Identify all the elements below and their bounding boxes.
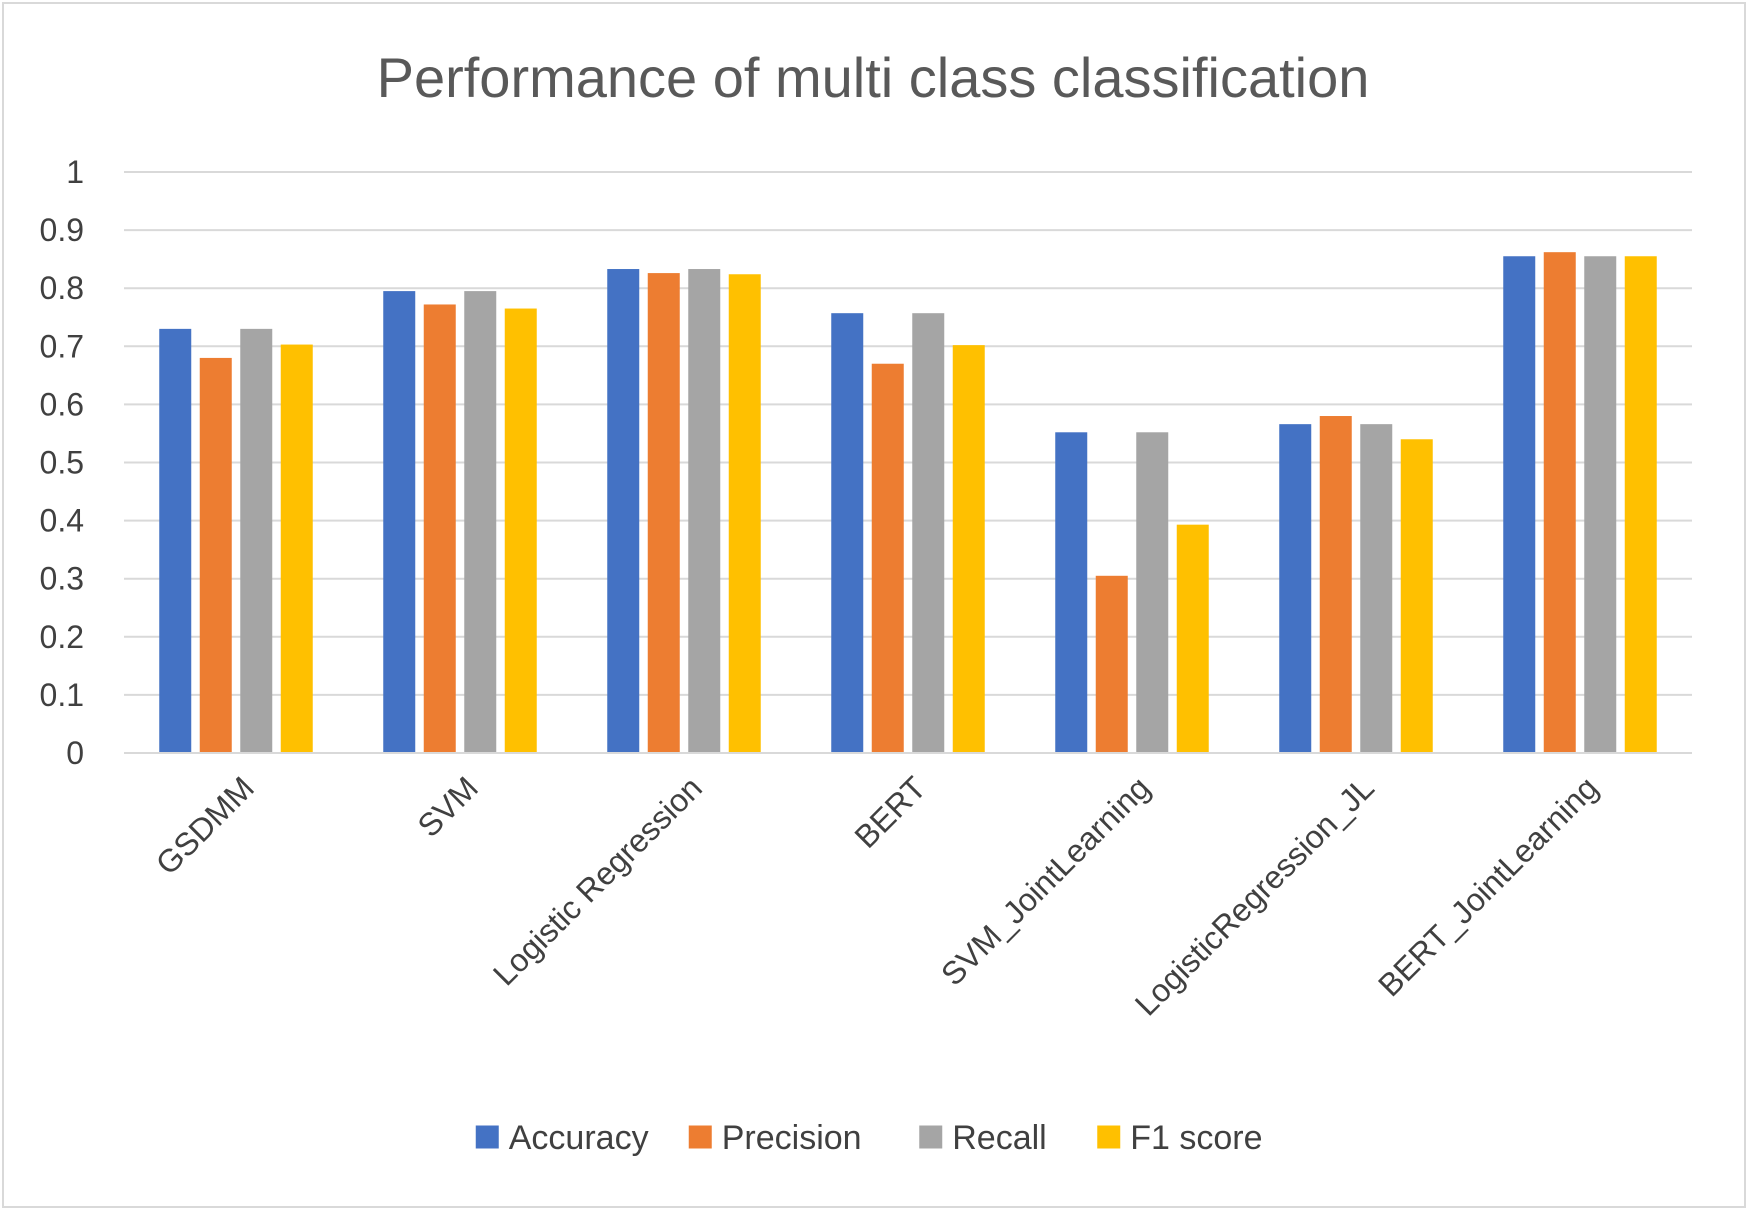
y-tick-label: 0.6 [40,386,84,422]
gridlines [124,171,1692,696]
bar [871,363,904,753]
legend-swatch [919,1125,943,1149]
x-category-label: Logistic Regression [486,769,709,992]
bar [464,291,497,753]
bar [1584,256,1617,753]
y-tick-label: 0.3 [40,561,84,597]
bar [1503,256,1536,753]
x-axis-category-labels: GSDMM SVM Logistic Regression BERT SVM_Joint… [149,769,1605,1022]
bar [607,269,640,753]
bar [728,274,761,753]
bar [240,328,273,753]
bar [1543,252,1576,754]
bar [504,308,537,753]
bar [952,345,985,753]
bar [912,313,945,753]
bar [1319,416,1352,753]
y-tick-label: 0.1 [40,677,84,713]
legend-swatch [475,1125,499,1149]
bar [1360,424,1393,753]
bar [1176,524,1209,753]
bar [159,328,192,753]
x-category-label: BERT_JointLearning [1371,769,1605,1003]
bar [1136,432,1169,753]
x-category-label: BERT [848,769,933,854]
bar [1624,256,1657,753]
legend: Accuracy Precision Recall F1 score [475,1119,1263,1157]
y-tick-label: 0.9 [40,212,84,248]
x-category-label: SVM_JointLearning [934,769,1157,992]
legend-label: F1 score [1130,1119,1262,1157]
x-category-label: SVM [410,769,484,843]
x-category-label: GSDMM [149,769,261,881]
y-axis-tick-labels: 0 0.1 0.2 0.3 0.4 0.5 0.6 0.7 0.8 0.9 1 [40,154,84,771]
bar [423,304,456,753]
chart-title: Performance of multi class classificatio… [377,46,1370,109]
bar [383,291,416,753]
bar [1400,439,1433,753]
legend-label: Accuracy [509,1119,649,1157]
bar [688,269,721,753]
bar [1279,424,1312,753]
bar [831,313,864,753]
bar [647,273,680,753]
y-tick-label: 0.7 [40,328,84,364]
legend-label: Precision [722,1119,862,1157]
y-tick-label: 0.2 [40,619,84,655]
legend-swatch [1097,1125,1121,1149]
bar [1095,575,1128,753]
bar [1055,432,1088,753]
y-tick-label: 0 [66,735,84,771]
legend-swatch [688,1125,712,1149]
legend-label: Recall [952,1119,1046,1157]
y-tick-label: 1 [66,154,84,190]
bar [199,357,232,753]
y-tick-label: 0.8 [40,270,84,306]
bars [159,252,1657,754]
x-category-label: LogisticRegression_JL [1128,769,1381,1022]
bar [280,344,313,753]
y-tick-label: 0.5 [40,445,84,481]
y-tick-label: 0.4 [40,503,84,539]
